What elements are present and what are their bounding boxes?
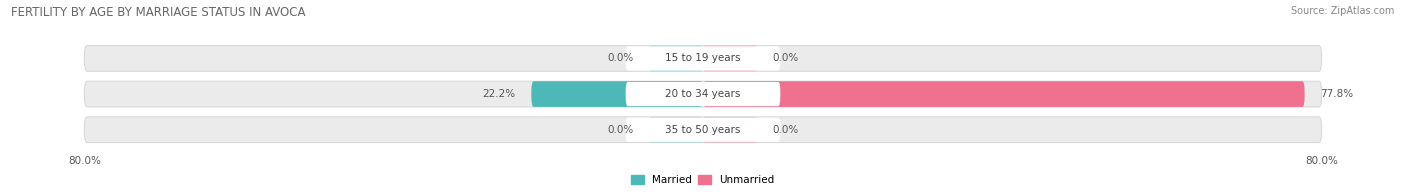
FancyBboxPatch shape xyxy=(650,117,703,142)
Text: 35 to 50 years: 35 to 50 years xyxy=(665,125,741,135)
Text: 20 to 34 years: 20 to 34 years xyxy=(665,89,741,99)
Text: 0.0%: 0.0% xyxy=(607,54,633,64)
FancyBboxPatch shape xyxy=(626,118,780,142)
FancyBboxPatch shape xyxy=(703,117,756,142)
FancyBboxPatch shape xyxy=(84,46,1322,71)
Text: 15 to 19 years: 15 to 19 years xyxy=(665,54,741,64)
Text: Source: ZipAtlas.com: Source: ZipAtlas.com xyxy=(1291,6,1395,16)
Legend: Married, Unmarried: Married, Unmarried xyxy=(631,175,775,185)
Text: 0.0%: 0.0% xyxy=(773,125,799,135)
FancyBboxPatch shape xyxy=(626,46,780,71)
FancyBboxPatch shape xyxy=(703,81,1305,107)
FancyBboxPatch shape xyxy=(531,81,703,107)
Text: FERTILITY BY AGE BY MARRIAGE STATUS IN AVOCA: FERTILITY BY AGE BY MARRIAGE STATUS IN A… xyxy=(11,6,305,19)
FancyBboxPatch shape xyxy=(626,82,780,106)
Text: 77.8%: 77.8% xyxy=(1320,89,1353,99)
FancyBboxPatch shape xyxy=(84,117,1322,142)
Text: 0.0%: 0.0% xyxy=(773,54,799,64)
Text: 0.0%: 0.0% xyxy=(607,125,633,135)
FancyBboxPatch shape xyxy=(84,81,1322,107)
FancyBboxPatch shape xyxy=(650,46,703,71)
FancyBboxPatch shape xyxy=(703,46,756,71)
Text: 22.2%: 22.2% xyxy=(482,89,516,99)
